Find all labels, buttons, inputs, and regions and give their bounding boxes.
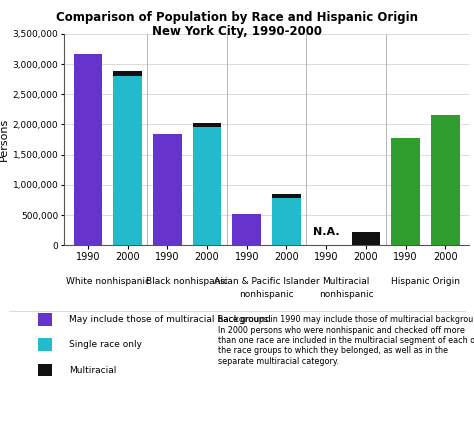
Text: Comparison of Population by Race and Hispanic Origin: Comparison of Population by Race and His…	[56, 11, 418, 24]
Text: Multiracial: Multiracial	[322, 277, 370, 286]
Text: May include those of multiracial background: May include those of multiracial backgro…	[69, 315, 271, 324]
Bar	[352, 231, 380, 245]
Text: Race groups in 1990 may include those of multiracial backgrounds.
In 2000 person: Race groups in 1990 may include those of…	[218, 315, 474, 366]
Bar	[392, 137, 420, 245]
Bar	[113, 76, 142, 245]
Text: Single race only: Single race only	[69, 340, 142, 349]
Text: White nonhispanic: White nonhispanic	[66, 277, 150, 286]
Bar	[73, 54, 102, 245]
Bar	[113, 71, 142, 76]
Bar	[232, 214, 261, 245]
Text: Asian & Pacific Islander: Asian & Pacific Islander	[214, 277, 319, 286]
Text: nonhispanic: nonhispanic	[319, 290, 374, 299]
Bar	[153, 134, 182, 245]
Text: Hispanic Origin: Hispanic Origin	[391, 277, 460, 286]
Bar	[193, 127, 221, 245]
Bar	[272, 198, 301, 245]
Text: nonhispanic: nonhispanic	[239, 290, 294, 299]
Y-axis label: Persons: Persons	[0, 118, 9, 161]
Bar	[193, 124, 221, 127]
Bar	[431, 115, 460, 245]
Bar	[272, 194, 301, 198]
Text: Black nonhispanic: Black nonhispanic	[146, 277, 228, 286]
Text: Multiracial: Multiracial	[69, 365, 116, 375]
Text: New York City, 1990-2000: New York City, 1990-2000	[152, 25, 322, 38]
Text: N.A.: N.A.	[313, 228, 339, 237]
